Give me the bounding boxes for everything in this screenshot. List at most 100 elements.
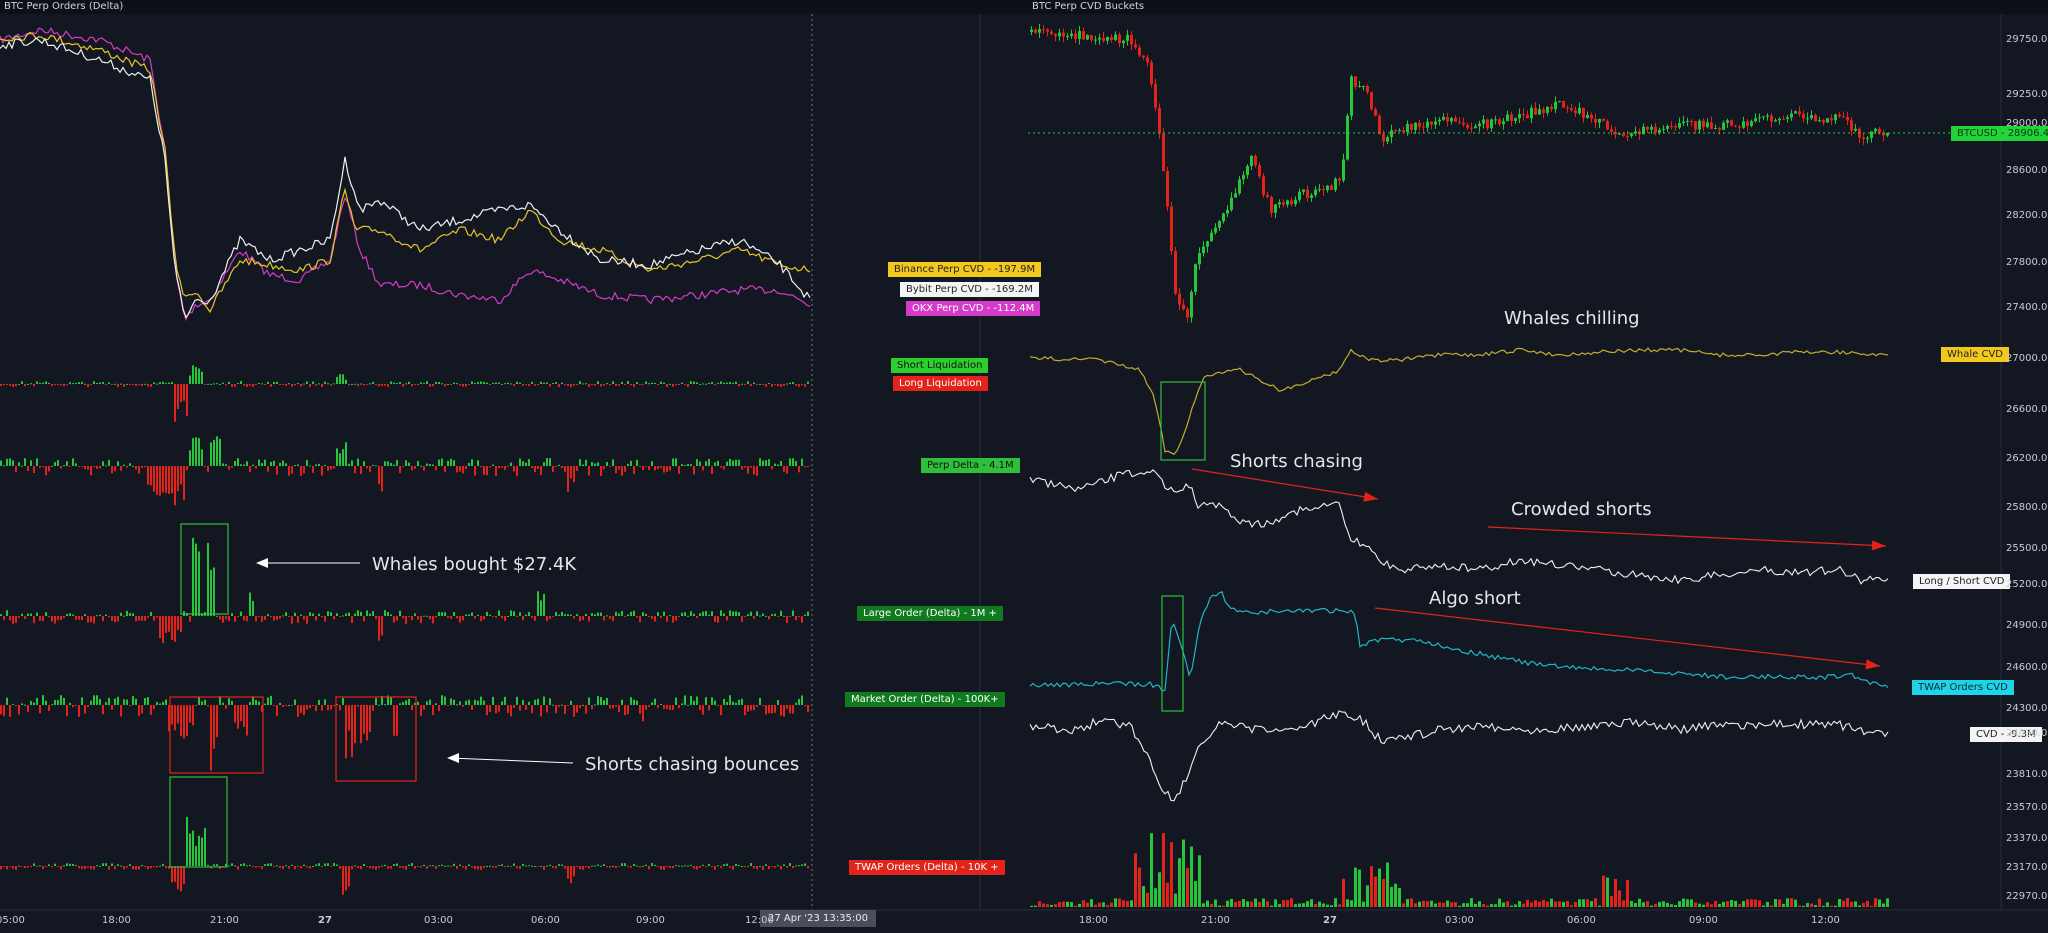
price-candle-body <box>1290 200 1293 205</box>
twap-order-bar <box>81 866 83 869</box>
highlight-box-twap <box>169 776 228 868</box>
perp-delta-bar <box>261 463 263 466</box>
large-order-bar <box>15 616 17 623</box>
trend-arrow-shorts-chasing-head <box>1363 491 1378 502</box>
volume-bar <box>1094 904 1097 907</box>
legend-long-liquidation[interactable]: Long Liquidation <box>893 376 988 391</box>
volume-bar <box>1682 898 1685 907</box>
legend-binance-cvd[interactable]: Binance Perp CVD - -197.9M <box>888 262 1042 277</box>
price-candle-body <box>1474 126 1477 129</box>
volume-bar <box>1370 866 1373 907</box>
market-order-bar <box>81 697 83 705</box>
market-order-bar <box>318 699 320 705</box>
perp-delta-bar <box>582 464 584 466</box>
legend-twap-orders[interactable]: TWAP Orders (Delta) - 10K + <box>849 860 1005 875</box>
volume-bar <box>1142 886 1145 907</box>
large-order-bar <box>426 615 428 617</box>
legend-long-short-cvd[interactable]: Long / Short CVD <box>1913 574 2011 589</box>
volume-bar <box>1178 858 1181 907</box>
large-order-bar <box>483 616 485 620</box>
market-order-bar <box>126 699 128 705</box>
large-order-bar <box>669 615 671 617</box>
twap-order-bar <box>60 866 62 870</box>
price-candle-body <box>1122 40 1125 44</box>
price-candle-body <box>1882 132 1885 136</box>
price-candle-body <box>1806 118 1809 120</box>
large-order-bar <box>162 616 164 644</box>
large-order-bar <box>45 612 47 616</box>
market-order-bar <box>321 705 323 711</box>
volume-bar <box>1694 902 1697 907</box>
liquidation-bar <box>177 384 179 409</box>
large-order-bar <box>366 610 368 616</box>
perp-delta-bar <box>330 466 332 470</box>
perp-delta-bar <box>180 466 182 485</box>
perp-delta-bar <box>123 464 125 466</box>
market-order-bar <box>27 705 29 712</box>
liquidation-bar <box>414 384 416 385</box>
perp-delta-bar <box>714 462 716 466</box>
legend-cvd[interactable]: CVD - -9.3M <box>1970 727 2042 742</box>
market-order-bar <box>645 705 647 710</box>
legend-short-liquidation[interactable]: Short Liquidation <box>891 358 989 373</box>
twap-order-bar <box>141 864 143 866</box>
perp-delta-bar <box>57 460 59 466</box>
legend-bybit-cvd[interactable]: Bybit Perp CVD - -169.2M <box>900 282 1039 297</box>
market-order-bar <box>741 698 743 705</box>
perp-delta-bar <box>336 448 338 466</box>
volume-bar <box>1758 900 1761 907</box>
market-order-bar <box>597 696 599 705</box>
market-order-bar <box>624 705 626 716</box>
large-order-bar <box>153 616 155 621</box>
market-order-bar <box>483 700 485 705</box>
volume-bar <box>1782 903 1785 907</box>
large-order-bar <box>222 616 224 623</box>
perp-delta-bar <box>141 466 143 468</box>
large-order-bar <box>441 612 443 616</box>
liquidation-bar <box>321 384 323 387</box>
liquidation-bar <box>534 384 536 386</box>
legend-market-order[interactable]: Market Order (Delta) - 100K+ <box>845 692 1005 707</box>
price-candle-body <box>1142 55 1145 58</box>
twap-order-bar <box>606 866 608 868</box>
twap-order-bar <box>33 863 35 866</box>
volume-bar <box>1710 904 1713 907</box>
legend-perp-delta[interactable]: Perp Delta - 4.1M <box>921 458 1020 473</box>
volume-bar <box>1770 905 1773 907</box>
large-order-bar <box>711 611 713 616</box>
volume-bar <box>1542 899 1545 907</box>
twap-order-bar <box>645 864 647 866</box>
cvd-line <box>1029 710 1889 802</box>
legend-large-order[interactable]: Large Order (Delta) - 1M + <box>857 606 1003 621</box>
legend-twap-cvd[interactable]: TWAP Orders CVD <box>1912 680 2014 695</box>
liquidation-bar <box>246 384 248 387</box>
perp-delta-bar <box>498 466 500 469</box>
perp-delta-bar <box>528 459 530 466</box>
twap-order-bar <box>72 864 74 866</box>
price-candle-body <box>1610 129 1613 132</box>
large-order-bar <box>132 613 134 616</box>
market-order-bar <box>768 705 770 714</box>
liquidation-bar <box>528 384 530 387</box>
legend-whale-cvd[interactable]: Whale CVD <box>1941 347 2009 362</box>
large-order-bar <box>696 616 698 619</box>
volume-bar <box>1730 900 1733 907</box>
volume-bar <box>1818 898 1821 907</box>
market-order-bar <box>330 705 332 710</box>
volume-bar <box>1406 899 1409 907</box>
price-candle-body <box>1106 36 1109 41</box>
legend-okx-cvd[interactable]: OKX Perp CVD - -112.4M <box>906 301 1041 316</box>
perp-delta-bar <box>378 466 380 485</box>
price-candle-body <box>1482 119 1485 124</box>
price-candle-body <box>1326 185 1329 191</box>
twap-order-bar <box>90 866 92 870</box>
market-order-bar <box>210 705 212 771</box>
large-order-bar <box>108 616 110 618</box>
market-order-bar <box>345 705 347 759</box>
liquidation-bar <box>33 384 35 387</box>
large-order-bar <box>48 616 50 617</box>
liquidation-bar <box>717 382 719 384</box>
market-order-bar <box>159 703 161 705</box>
price-label[interactable]: BTCUSD - 28906.44 <box>1951 126 2048 141</box>
